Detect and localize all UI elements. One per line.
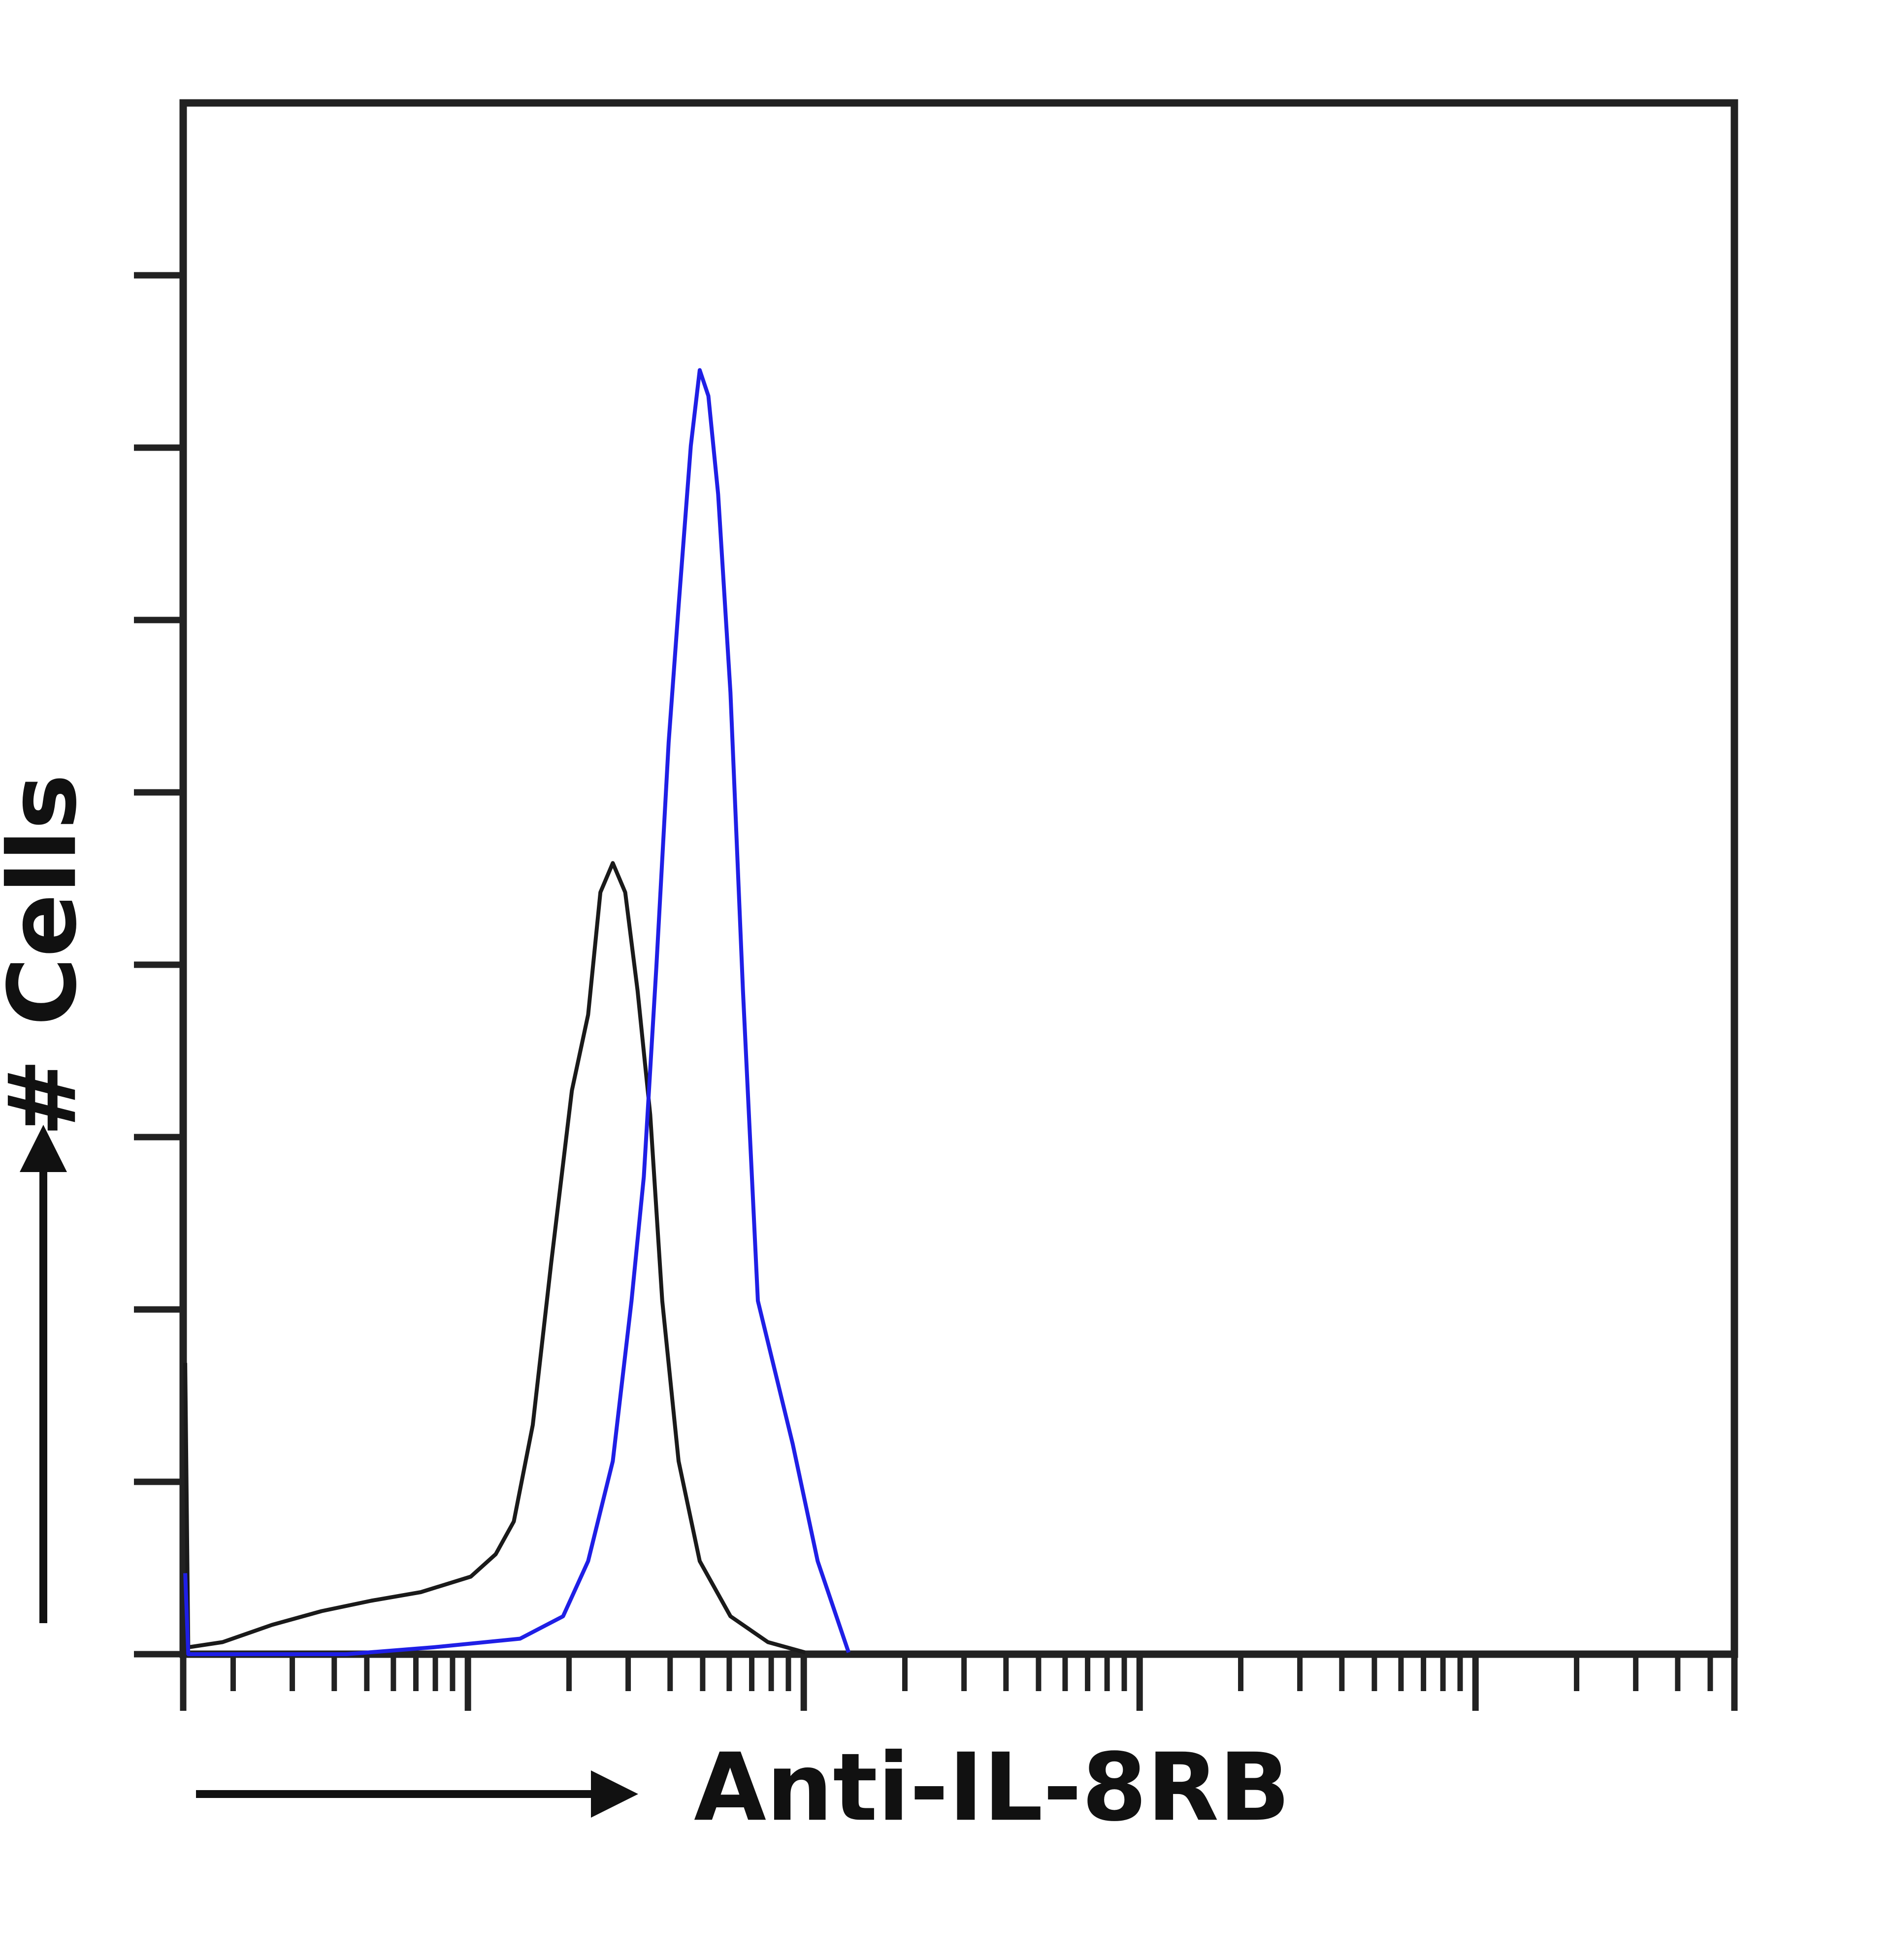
x-axis-label: Anti-IL-8RB [694, 1733, 1290, 1842]
histogram-line [183, 861, 806, 1655]
y-axis-label: # Cells [0, 774, 97, 1137]
plot-frame [179, 99, 1738, 1658]
histogram-line [183, 368, 851, 1656]
